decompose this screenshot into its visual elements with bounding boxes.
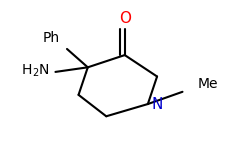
Text: H: H (21, 63, 32, 77)
Text: N: N (151, 97, 163, 112)
Text: 2: 2 (33, 68, 39, 78)
Text: Me: Me (198, 77, 218, 91)
Text: O: O (119, 11, 131, 26)
Text: N: N (39, 63, 49, 77)
Text: Ph: Ph (42, 31, 59, 45)
